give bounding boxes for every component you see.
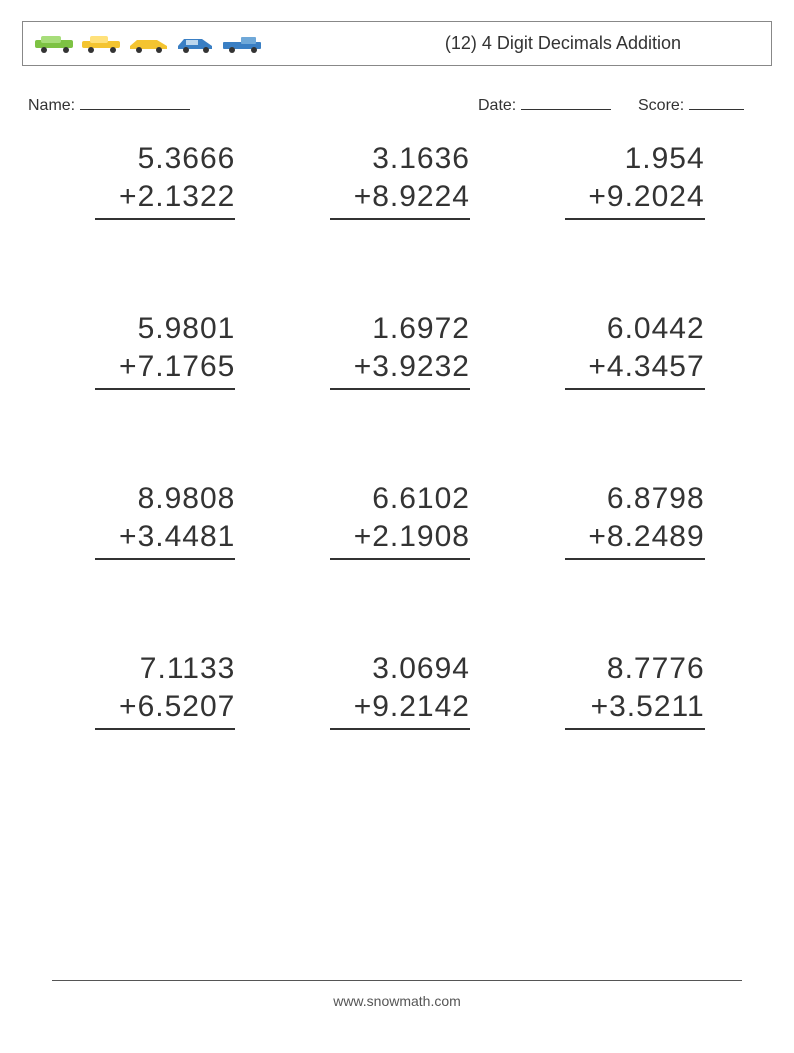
footer-url[interactable]: www.snowmath.com bbox=[0, 993, 794, 1009]
name-field: Name: bbox=[28, 94, 478, 115]
problem-addend-top: 8.9808 bbox=[95, 480, 235, 518]
problem-addend-bottom: +9.2142 bbox=[330, 688, 470, 731]
score-field: Score: bbox=[638, 94, 758, 115]
problem-addend-bottom: +6.5207 bbox=[95, 688, 235, 731]
date-blank[interactable] bbox=[521, 94, 611, 110]
problem-addend-top: 3.1636 bbox=[330, 140, 470, 178]
problem-addend-bottom: +9.2024 bbox=[565, 178, 705, 221]
problem: 3.0694+9.2142 bbox=[295, 650, 506, 820]
problem-addend-top: 8.7776 bbox=[565, 650, 705, 688]
car-icon bbox=[80, 34, 124, 54]
name-blank[interactable] bbox=[80, 94, 190, 110]
problem: 7.1133+6.5207 bbox=[60, 650, 271, 820]
problem-addend-top: 7.1133 bbox=[95, 650, 235, 688]
problem: 5.9801+7.1765 bbox=[60, 310, 271, 480]
car-icon bbox=[221, 34, 265, 54]
problem-addend-bottom: +2.1908 bbox=[330, 518, 470, 561]
car-icon bbox=[174, 34, 218, 54]
problem: 5.3666+2.1322 bbox=[60, 140, 271, 310]
problem-addend-bottom: +7.1765 bbox=[95, 348, 235, 391]
info-line: Name: Date: Score: bbox=[28, 94, 768, 115]
problem-addend-bottom: +8.2489 bbox=[565, 518, 705, 561]
problem-addend-top: 6.8798 bbox=[565, 480, 705, 518]
score-label: Score: bbox=[638, 97, 684, 114]
problem: 3.1636+8.9224 bbox=[295, 140, 506, 310]
problem-addend-top: 5.9801 bbox=[95, 310, 235, 348]
problem-addend-bottom: +3.9232 bbox=[330, 348, 470, 391]
problem: 6.8798+8.2489 bbox=[529, 480, 740, 650]
car-icons-row bbox=[33, 34, 265, 54]
problem-addend-bottom: +3.4481 bbox=[95, 518, 235, 561]
footer-divider bbox=[52, 980, 742, 981]
date-label: Date: bbox=[478, 97, 516, 114]
problem-addend-top: 1.6972 bbox=[330, 310, 470, 348]
problems-grid: 5.3666+2.13223.1636+8.92241.954+9.20245.… bbox=[60, 140, 740, 820]
problem-addend-top: 1.954 bbox=[565, 140, 705, 178]
problem-addend-bottom: +8.9224 bbox=[330, 178, 470, 221]
problem-addend-bottom: +3.5211 bbox=[565, 688, 705, 731]
name-label: Name: bbox=[28, 97, 75, 114]
problem-addend-top: 3.0694 bbox=[330, 650, 470, 688]
problem: 6.0442+4.3457 bbox=[529, 310, 740, 480]
problem-addend-bottom: +2.1322 bbox=[95, 178, 235, 221]
problem-addend-bottom: +4.3457 bbox=[565, 348, 705, 391]
problem-addend-top: 6.0442 bbox=[565, 310, 705, 348]
worksheet-title: (12) 4 Digit Decimals Addition bbox=[445, 33, 681, 54]
problem: 8.7776+3.5211 bbox=[529, 650, 740, 820]
score-blank[interactable] bbox=[689, 94, 744, 110]
car-icon bbox=[33, 34, 77, 54]
car-icon bbox=[127, 34, 171, 54]
header-bar: (12) 4 Digit Decimals Addition bbox=[22, 21, 772, 66]
problem-addend-top: 5.3666 bbox=[95, 140, 235, 178]
problem-addend-top: 6.6102 bbox=[330, 480, 470, 518]
problem: 1.6972+3.9232 bbox=[295, 310, 506, 480]
problem: 1.954+9.2024 bbox=[529, 140, 740, 310]
problem: 8.9808+3.4481 bbox=[60, 480, 271, 650]
date-field: Date: bbox=[478, 94, 638, 115]
problem: 6.6102+2.1908 bbox=[295, 480, 506, 650]
